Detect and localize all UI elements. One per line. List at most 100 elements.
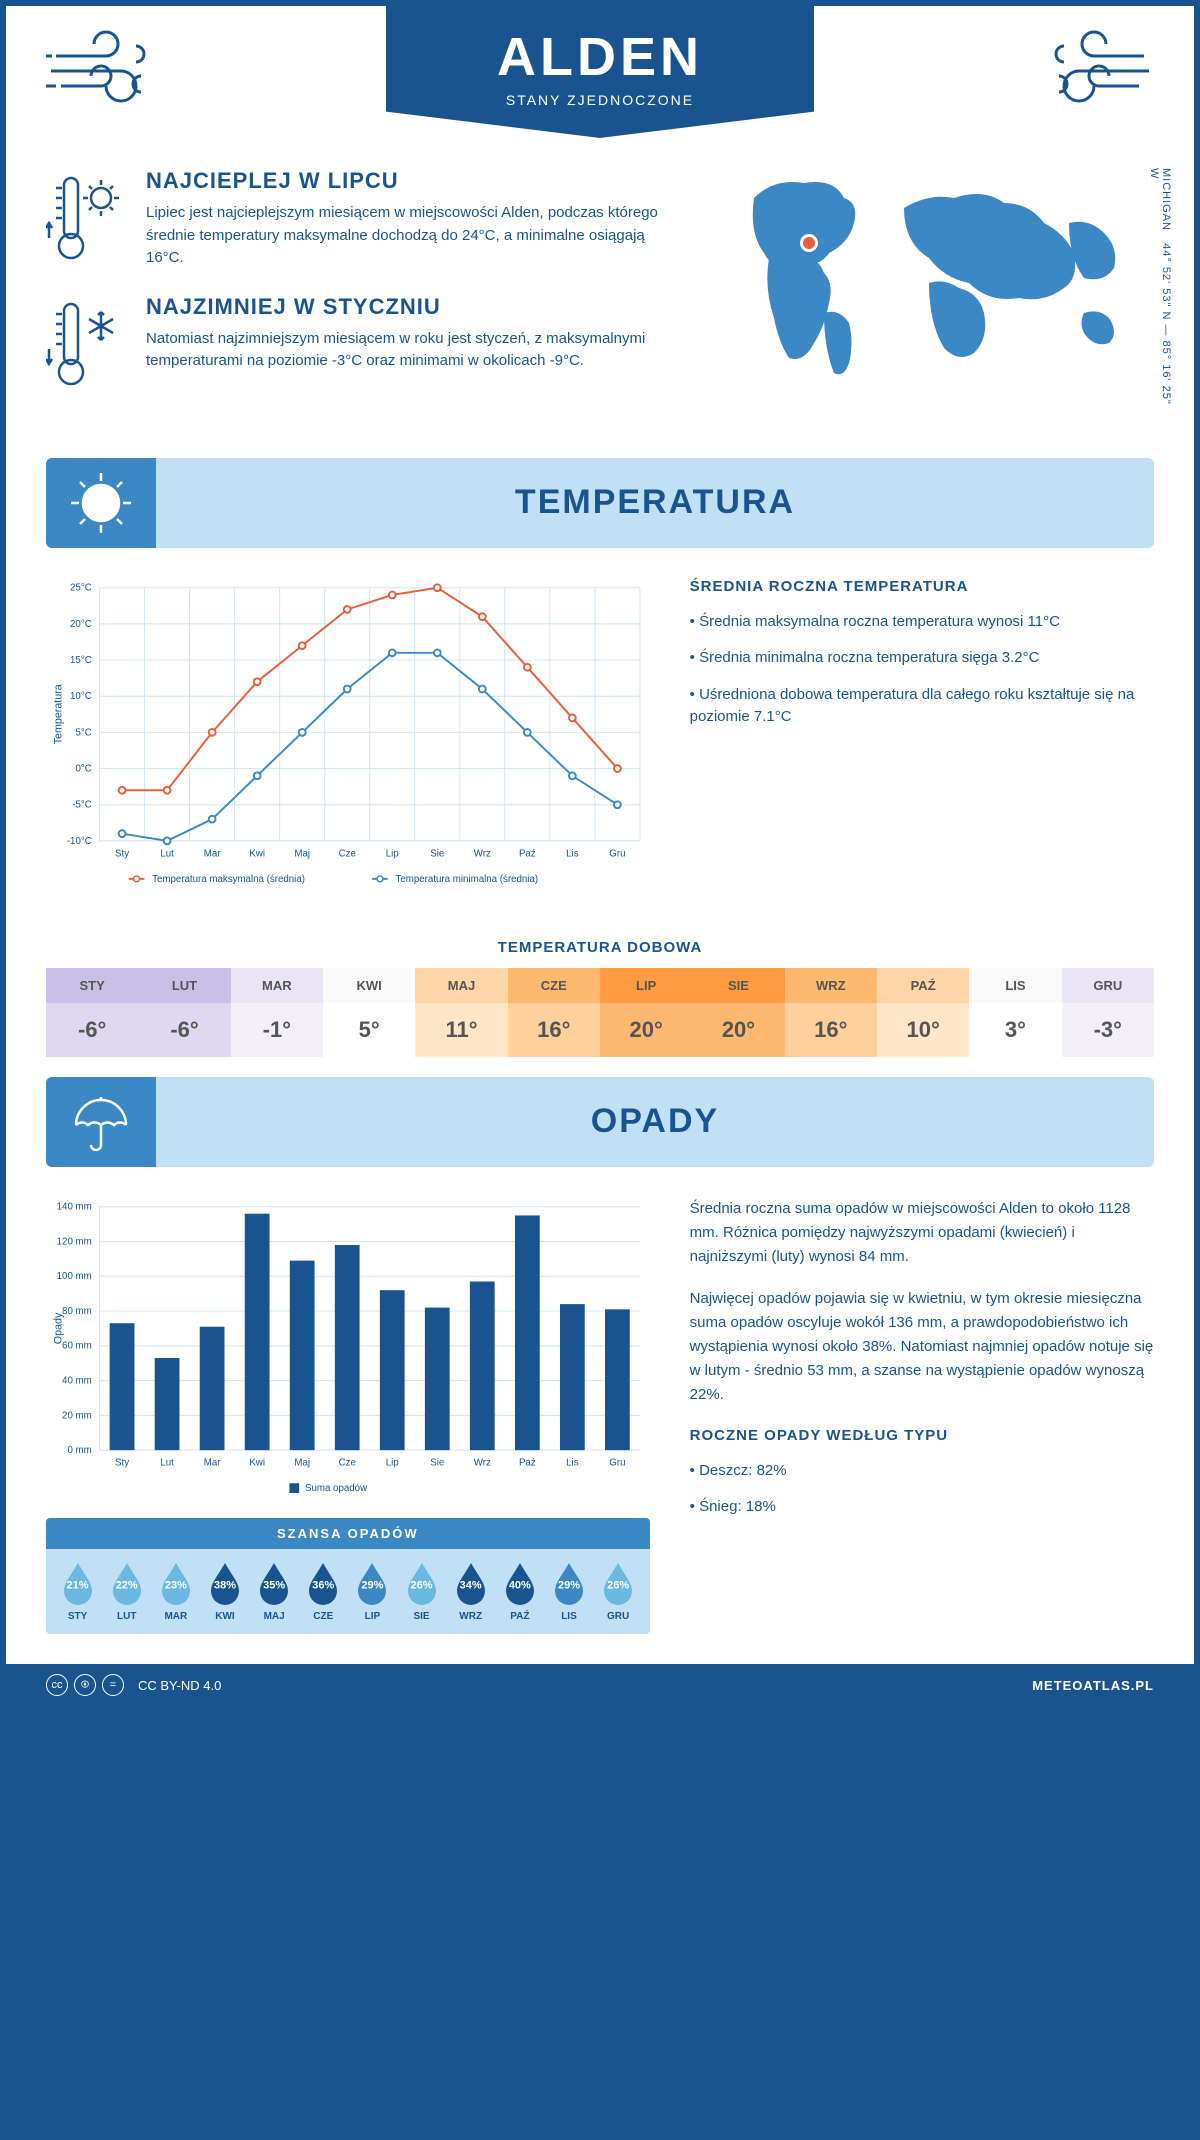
highlight-cold: NAJZIMNIEJ W STYCZNIU Natomiast najzimni… [46, 294, 674, 394]
svg-text:Cze: Cze [339, 848, 356, 859]
svg-text:Gru: Gru [609, 1458, 625, 1469]
svg-text:Kwi: Kwi [249, 848, 265, 859]
daily-temp-table: STY -6°LUT -6°MAR -1°KWI 5°MAJ 11°CZE 16… [46, 968, 1154, 1057]
svg-text:80 mm: 80 mm [62, 1306, 92, 1317]
svg-text:Lip: Lip [386, 848, 399, 859]
svg-text:-10°C: -10°C [67, 835, 92, 846]
raindrop-icon: 26% [404, 1561, 440, 1605]
temp-value: 16° [508, 1003, 600, 1057]
chance-cell: 26% SIE [398, 1561, 445, 1622]
header-banner: ALDEN STANY ZJEDNOCZONE [386, 6, 814, 138]
temp-cell: LIP 20° [600, 968, 692, 1057]
chance-cell: 26% GRU [595, 1561, 642, 1622]
precip-paragraph: Najwięcej opadów pojawia się w kwietniu,… [690, 1287, 1154, 1407]
site-name: METEOATLAS.PL [1032, 1678, 1154, 1693]
precip-bar-chart: 0 mm20 mm40 mm60 mm80 mm100 mm120 mm140 … [46, 1197, 650, 1635]
svg-text:Sty: Sty [115, 1458, 129, 1469]
temp-value: 16° [785, 1003, 877, 1057]
chance-month: LIS [545, 1611, 592, 1622]
chance-value: 26% [411, 1580, 433, 1592]
wind-icon-left [46, 6, 186, 96]
chance-month: SIE [398, 1611, 445, 1622]
temp-line-chart: -10°C-5°C0°C5°C10°C15°C20°C25°CStyLutMar… [46, 578, 650, 899]
temp-value: 10° [877, 1003, 969, 1057]
svg-text:0 mm: 0 mm [67, 1445, 91, 1456]
chance-box: SZANSA OPADÓW 21% STY 22% LUT 23% MAR 38… [46, 1518, 650, 1634]
svg-text:Paź: Paź [519, 1458, 536, 1469]
warm-text: Lipiec jest najcieplejszym miesiącem w m… [146, 202, 674, 270]
svg-text:15°C: 15°C [70, 654, 92, 665]
by-icon: 🅯 [74, 1674, 96, 1696]
svg-text:Wrz: Wrz [474, 1458, 491, 1469]
svg-text:Sie: Sie [430, 1458, 444, 1469]
temp-chart-row: -10°C-5°C0°C5°C10°C15°C20°C25°CStyLutMar… [6, 548, 1194, 929]
highlights: NAJCIEPLEJ W LIPCU Lipiec jest najcieple… [46, 168, 674, 418]
svg-text:Sty: Sty [115, 848, 129, 859]
temp-value: 3° [969, 1003, 1061, 1057]
svg-text:Maj: Maj [294, 1458, 310, 1469]
temp-info-heading: ŚREDNIA ROCZNA TEMPERATURA [690, 578, 1154, 595]
precipitation-banner: OPADY [46, 1077, 1154, 1167]
cc-icon: cc [46, 1674, 68, 1696]
chance-title: SZANSA OPADÓW [46, 1518, 650, 1549]
svg-text:Gru: Gru [609, 848, 625, 859]
chance-value: 38% [214, 1580, 236, 1592]
chance-cell: 35% MAJ [251, 1561, 298, 1622]
temp-value: 20° [692, 1003, 784, 1057]
map-svg [714, 168, 1154, 388]
svg-text:Lut: Lut [160, 1458, 174, 1469]
chance-cell: 23% MAR [152, 1561, 199, 1622]
svg-text:Sie: Sie [430, 848, 444, 859]
svg-text:40 mm: 40 mm [62, 1375, 92, 1386]
svg-text:20 mm: 20 mm [62, 1410, 92, 1421]
header-row: ALDEN STANY ZJEDNOCZONE [6, 6, 1194, 138]
temp-value: 20° [600, 1003, 692, 1057]
chance-cell: 40% PAŹ [496, 1561, 543, 1622]
world-map: MICHIGAN 44° 52' 53" N — 85° 16' 25" W [714, 168, 1154, 418]
temp-month-label: MAJ [415, 968, 507, 1003]
temp-month-label: LIP [600, 968, 692, 1003]
temp-value: 11° [415, 1003, 507, 1057]
precip-chart-row: 0 mm20 mm40 mm60 mm80 mm100 mm120 mm140 … [6, 1167, 1194, 1665]
info-bullet: • Średnia maksymalna roczna temperatura … [690, 611, 1154, 634]
chance-value: 22% [116, 1580, 138, 1592]
chance-value: 21% [67, 1580, 89, 1592]
temp-month-label: LUT [138, 968, 230, 1003]
svg-text:Maj: Maj [294, 848, 310, 859]
temp-cell: MAJ 11° [415, 968, 507, 1057]
precip-banner-title: OPADY [156, 1102, 1154, 1141]
info-bullet: • Uśredniona dobowa temperatura dla całe… [690, 684, 1154, 729]
temperature-banner: TEMPERATURA [46, 458, 1154, 548]
temp-month-label: STY [46, 968, 138, 1003]
chance-cell: 34% WRZ [447, 1561, 494, 1622]
svg-text:Mar: Mar [204, 848, 222, 859]
temp-banner-title: TEMPERATURA [156, 483, 1154, 522]
temp-cell: GRU -3° [1062, 968, 1154, 1057]
nd-icon: = [102, 1674, 124, 1696]
chance-cell: 38% KWI [201, 1561, 248, 1622]
chance-month: WRZ [447, 1611, 494, 1622]
chance-month: MAR [152, 1611, 199, 1622]
raindrop-icon: 22% [109, 1561, 145, 1605]
chance-value: 29% [558, 1580, 580, 1592]
precip-paragraph: Średnia roczna suma opadów w miejscowośc… [690, 1197, 1154, 1269]
chance-value: 26% [607, 1580, 629, 1592]
chance-cell: 29% LIP [349, 1561, 396, 1622]
chance-value: 40% [509, 1580, 531, 1592]
temp-cell: WRZ 16° [785, 968, 877, 1057]
chance-month: GRU [595, 1611, 642, 1622]
chance-month: LUT [103, 1611, 150, 1622]
info-bullet: • Deszcz: 82% [690, 1460, 1154, 1483]
page: ALDEN STANY ZJEDNOCZONE [0, 0, 1200, 1712]
temp-cell: LIS 3° [969, 968, 1061, 1057]
chance-month: CZE [300, 1611, 347, 1622]
region-label: MICHIGAN [1160, 168, 1172, 231]
raindrop-icon: 38% [207, 1561, 243, 1605]
temp-value: -3° [1062, 1003, 1154, 1057]
umbrella-icon [46, 1077, 156, 1167]
info-bullet: • Śnieg: 18% [690, 1496, 1154, 1519]
raindrop-icon: 26% [600, 1561, 636, 1605]
temp-month-label: GRU [1062, 968, 1154, 1003]
temp-month-label: KWI [323, 968, 415, 1003]
svg-text:Cze: Cze [339, 1458, 356, 1469]
